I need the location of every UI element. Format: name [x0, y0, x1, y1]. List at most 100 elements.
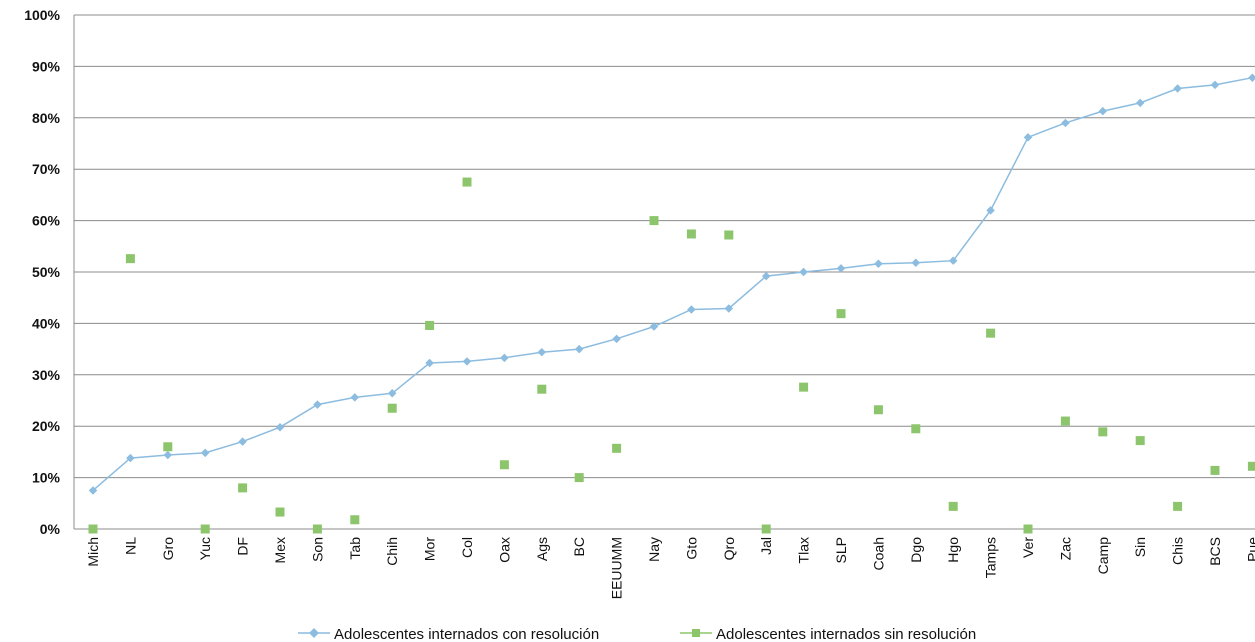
- legend-item-with-resolution: Adolescentes internados con resolución: [298, 626, 599, 642]
- legend: Adolescentes internados con resolución A…: [298, 626, 976, 642]
- x-tick-label: Oax: [496, 537, 512, 563]
- point-without-resolution-BCS: [1210, 465, 1220, 475]
- y-tick-label: 70%: [32, 161, 61, 177]
- point-with-resolution-Mex: [275, 422, 285, 432]
- x-tick-label: BCS: [1207, 537, 1223, 566]
- point-with-resolution-Yuc: [200, 448, 210, 458]
- series-line-with-resolution: [92, 76, 1253, 491]
- point-without-resolution-Gro: [163, 442, 173, 452]
- point-without-resolution-Camp: [1098, 427, 1108, 437]
- y-tick-label: 90%: [32, 58, 61, 74]
- point-with-resolution-Coah: [874, 259, 883, 269]
- point-without-resolution-Ver: [1023, 524, 1033, 534]
- y-tick-label: 100%: [24, 7, 60, 23]
- x-tick-label: EEUUMM: [609, 537, 625, 599]
- point-without-resolution-Oax: [499, 460, 509, 470]
- x-tick-label: BC: [571, 537, 587, 556]
- x-tick-label: Jal: [758, 537, 774, 555]
- point-without-resolution-Nay: [649, 216, 659, 226]
- point-with-resolution-Tab: [350, 393, 360, 402]
- x-tick-label: Tamps: [983, 537, 999, 578]
- point-without-resolution-Tlax: [799, 382, 809, 392]
- legend-diamond-marker: [309, 628, 319, 638]
- x-tick-label: Sin: [1132, 537, 1148, 557]
- y-tick-label: 40%: [32, 315, 61, 331]
- point-with-resolution-Col: [462, 357, 472, 366]
- point-without-resolution-Dgo: [911, 424, 921, 434]
- x-tick-label: Camp: [1095, 537, 1111, 575]
- point-without-resolution-Chis: [1173, 501, 1183, 511]
- point-with-resolution-Camp: [1098, 106, 1108, 116]
- point-without-resolution-Tamps: [986, 328, 996, 338]
- point-with-resolution-Gto: [687, 305, 696, 314]
- point-without-resolution-Tab: [350, 515, 360, 525]
- y-tick-label: 60%: [32, 213, 61, 229]
- point-with-resolution-DF: [238, 437, 247, 446]
- series-with-resolution: [88, 73, 1255, 495]
- point-without-resolution-Son: [312, 524, 322, 534]
- x-tick-label: Col: [459, 537, 475, 558]
- point-with-resolution-BCS: [1210, 80, 1220, 90]
- series-without-resolution: [88, 177, 1255, 534]
- y-axis-ticks: 0% 10% 20% 30% 40% 50% 60% 70% 80% 90% 100%: [24, 7, 60, 537]
- legend-square-marker: [692, 629, 700, 637]
- point-without-resolution-BC: [574, 473, 584, 483]
- legend-item-without-resolution: Adolescentes internados sin resolución: [680, 626, 976, 642]
- point-without-resolution-Col: [462, 177, 472, 187]
- x-tick-label: Chih: [384, 537, 400, 566]
- x-tick-label: NL: [122, 537, 138, 555]
- point-with-resolution-Dgo: [911, 258, 921, 267]
- point-with-resolution-Zac: [1061, 118, 1070, 128]
- x-tick-label: Gto: [683, 537, 699, 560]
- point-with-resolution-Pue: [1248, 73, 1255, 82]
- axes: [73, 15, 1255, 530]
- x-tick-label: DF: [235, 537, 251, 556]
- point-without-resolution-Mor: [425, 320, 435, 330]
- point-without-resolution-NL: [125, 254, 135, 264]
- point-without-resolution-Sin: [1135, 436, 1145, 446]
- legend-label-with-resolution: Adolescentes internados con resolución: [334, 626, 599, 642]
- point-with-resolution-Sin: [1135, 98, 1145, 108]
- x-tick-label: SLP: [833, 537, 849, 563]
- point-without-resolution-DF: [238, 483, 248, 493]
- y-tick-label: 0%: [40, 521, 61, 537]
- point-with-resolution-Ags: [537, 347, 547, 357]
- point-with-resolution-Chis: [1173, 84, 1182, 93]
- point-without-resolution-SLP: [836, 309, 846, 319]
- point-with-resolution-Nay: [649, 322, 659, 331]
- point-without-resolution-Mich: [88, 524, 98, 534]
- x-tick-label: Yuc: [197, 537, 213, 560]
- legend-label-without-resolution: Adolescentes internados sin resolución: [716, 626, 976, 642]
- x-tick-label: Mex: [272, 537, 288, 563]
- point-without-resolution-EEUUMM: [612, 443, 622, 453]
- y-tick-label: 50%: [32, 264, 61, 280]
- point-without-resolution-Ags: [537, 384, 547, 394]
- point-without-resolution-Coah: [873, 405, 883, 415]
- x-tick-label: Gro: [160, 537, 176, 561]
- x-tick-label: Qro: [721, 537, 737, 561]
- point-with-resolution-Tlax: [799, 267, 808, 277]
- y-tick-label: 10%: [32, 470, 61, 486]
- grid-lines: [74, 14, 1255, 530]
- y-tick-label: 20%: [32, 418, 61, 434]
- x-tick-label: Tlax: [796, 537, 812, 563]
- point-without-resolution-Zac: [1060, 416, 1070, 426]
- point-without-resolution-Gto: [686, 229, 696, 239]
- y-tick-label: 30%: [32, 367, 61, 383]
- point-with-resolution-Jal: [761, 271, 771, 281]
- x-tick-label: Tab: [347, 537, 363, 560]
- point-with-resolution-Mor: [425, 358, 434, 368]
- point-with-resolution-Son: [313, 400, 322, 409]
- y-tick-label: 80%: [32, 110, 61, 126]
- point-without-resolution-Pue: [1247, 461, 1255, 471]
- x-tick-label: Mor: [422, 537, 438, 561]
- point-with-resolution-EEUUMM: [612, 334, 621, 344]
- x-tick-label: Nay: [646, 537, 662, 562]
- x-tick-label: Ver: [1020, 537, 1036, 558]
- x-tick-label: Zac: [1057, 537, 1073, 560]
- x-tick-label: Coah: [870, 537, 886, 570]
- point-without-resolution-Yuc: [200, 524, 210, 534]
- x-tick-label: Pue: [1244, 537, 1255, 562]
- point-without-resolution-Mex: [275, 507, 285, 517]
